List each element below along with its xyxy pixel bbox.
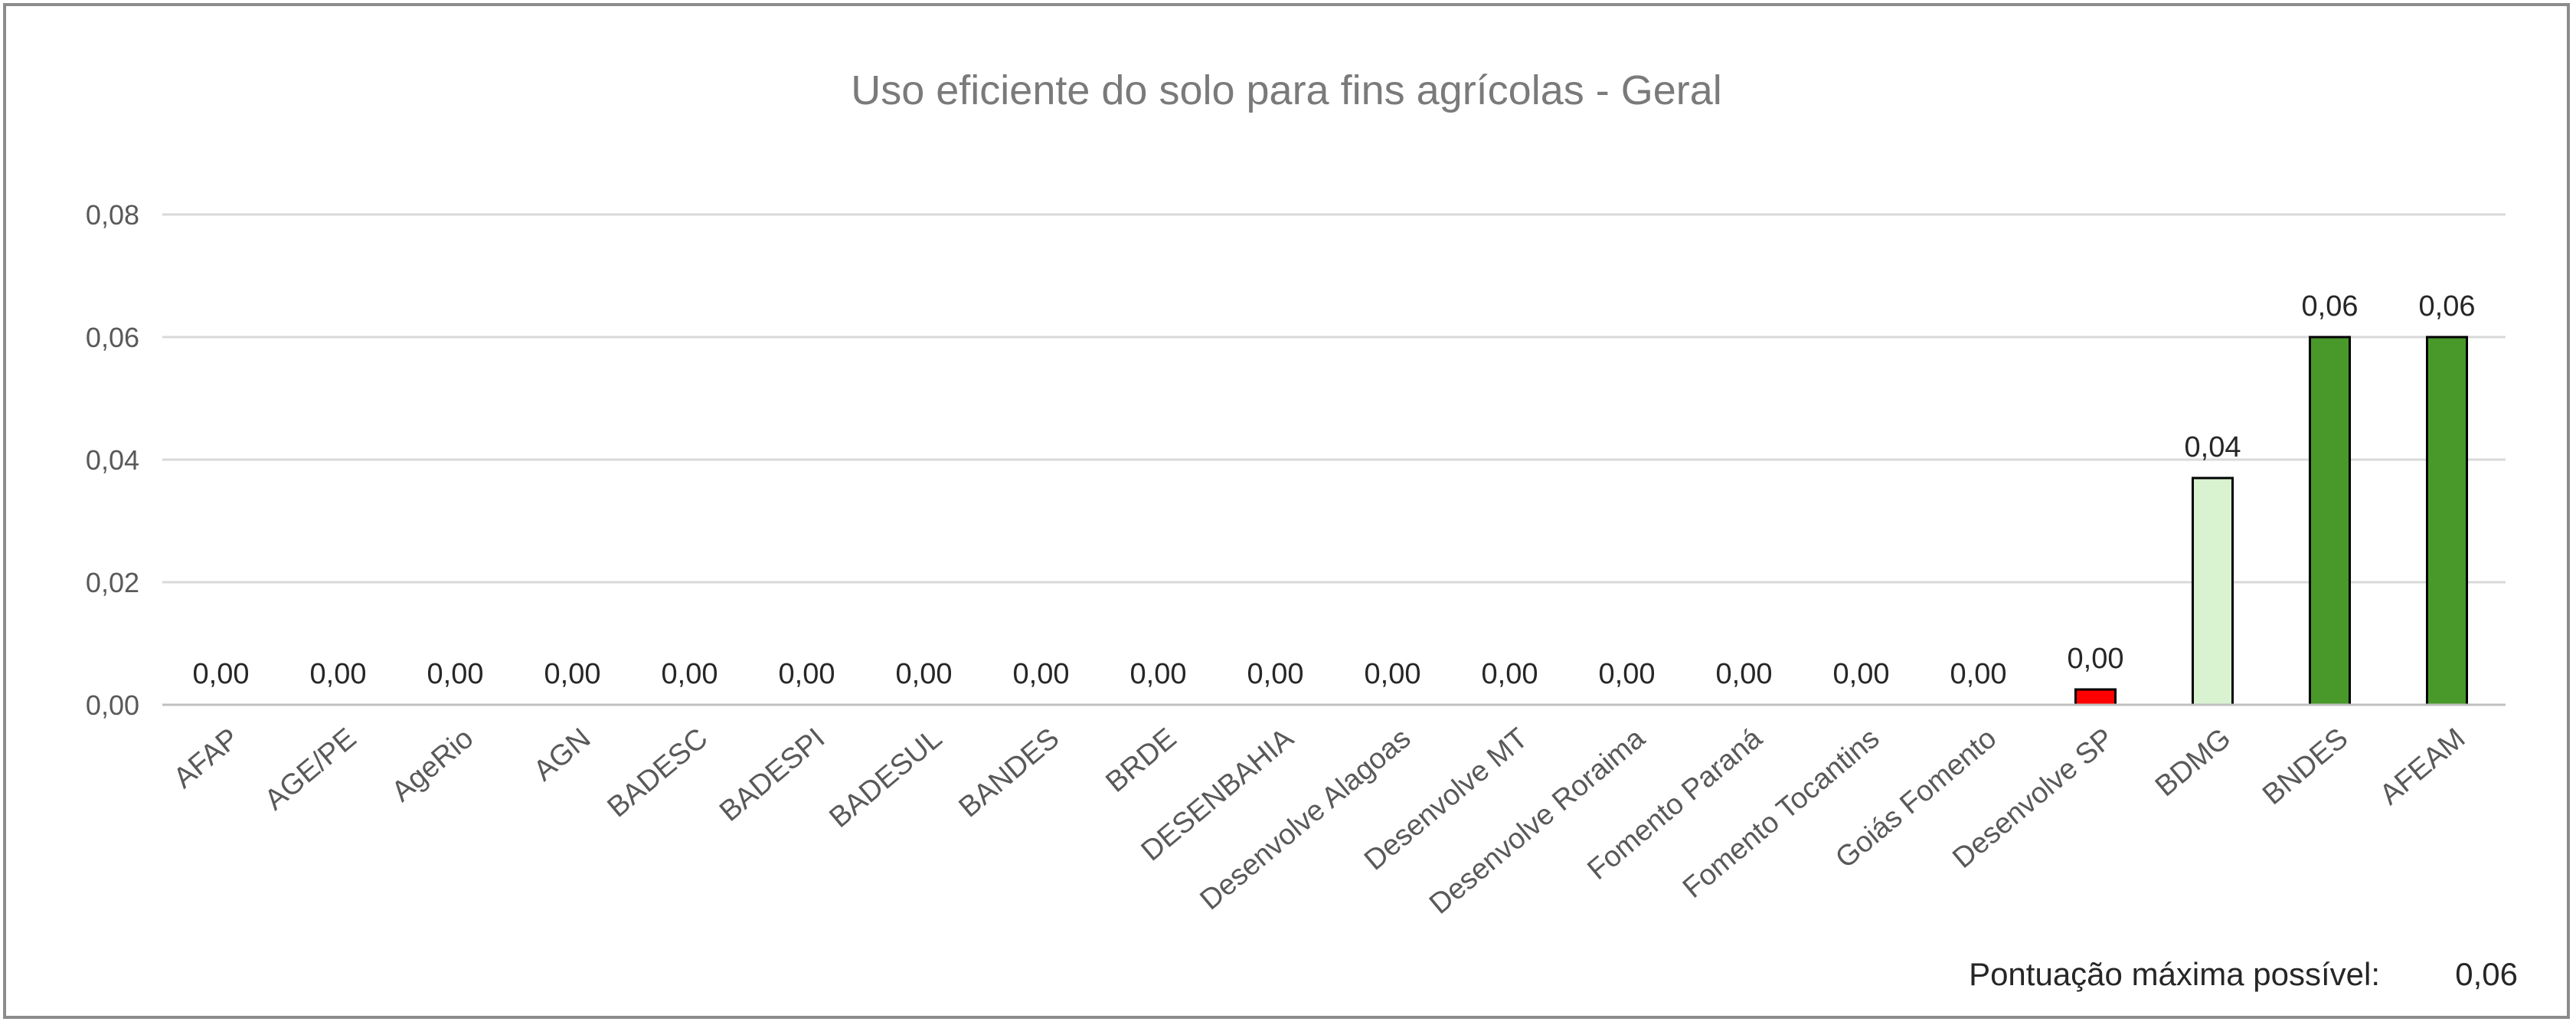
- category-label: BDMG: [2149, 722, 2237, 803]
- category-label: BANDES: [953, 722, 1066, 824]
- y-tick-label: 0,08: [86, 199, 139, 231]
- bars: [2074, 336, 2469, 706]
- max-score-value: 0,06: [2455, 956, 2518, 992]
- category-label: AFAP: [168, 722, 245, 795]
- bar: [2425, 336, 2469, 706]
- data-label: 0,00: [1013, 658, 1070, 690]
- category-label: AGN: [528, 722, 597, 788]
- bar: [2191, 476, 2234, 706]
- data-label: 0,00: [544, 658, 601, 690]
- data-label: 0,00: [662, 658, 718, 690]
- data-label: 0,00: [1482, 658, 1538, 690]
- max-score-label: Pontuação máxima possível:: [1969, 956, 2380, 992]
- y-tick-label: 0,04: [86, 444, 139, 476]
- y-tick-label: 0,02: [86, 567, 139, 598]
- data-label: 0,00: [896, 658, 953, 690]
- category-label: BADESUL: [823, 722, 948, 834]
- data-label: 0,04: [2185, 431, 2241, 463]
- data-label: 0,00: [1950, 658, 2007, 690]
- category-label: BRDE: [1100, 722, 1182, 799]
- max-score-annotation: Pontuação máxima possível: 0,06: [1969, 956, 2518, 992]
- data-label: 0,00: [1365, 658, 1421, 690]
- data-label: 0,00: [1599, 658, 1656, 690]
- data-label: 0,00: [779, 658, 835, 690]
- bar: [2074, 688, 2117, 706]
- data-labels: 0,00 0,00 0,00 0,00 0,00 0,00 0,00 0,00 0,00 0,00…: [193, 290, 2476, 690]
- category-label: BADESPI: [714, 722, 831, 828]
- data-label: 0,00: [427, 658, 484, 690]
- data-label: 0,00: [1247, 658, 1304, 690]
- category-label: BNDES: [2257, 722, 2354, 811]
- chart-frame: Uso eficiente do solo para fins agrícola…: [3, 3, 2570, 1019]
- data-label: 0,00: [193, 658, 250, 690]
- chart-title: Uso eficiente do solo para fins agrícola…: [851, 67, 1722, 113]
- y-tick-label: 0,00: [86, 689, 139, 721]
- category-label: BADESC: [602, 722, 714, 824]
- bar: [2308, 336, 2352, 706]
- category-label: AFEAM: [2374, 722, 2471, 811]
- data-label: 0,00: [1833, 658, 1890, 690]
- y-tick-label: 0,06: [86, 322, 139, 353]
- category-label: Desenvolve Alagoas: [1195, 722, 1417, 917]
- data-label: 0,06: [2419, 290, 2476, 323]
- data-label: 0,00: [1716, 658, 1773, 690]
- data-label: 0,00: [1130, 658, 1187, 690]
- category-label: AgeRio: [386, 722, 479, 808]
- data-label: 0,00: [2068, 643, 2124, 675]
- category-label: AGE/PE: [259, 722, 362, 817]
- gridlines: [162, 213, 2506, 584]
- category-label: Fomento Tocantins: [1677, 722, 1885, 905]
- category-label: Desenvolve Roraima: [1424, 722, 1652, 920]
- bar-chart: Uso eficiente do solo para fins agrícola…: [86, 67, 2518, 992]
- data-label: 0,06: [2302, 290, 2359, 323]
- data-label: 0,00: [310, 658, 367, 690]
- y-axis-tick-labels: 0,00 0,02 0,04 0,06 0,08: [86, 199, 139, 721]
